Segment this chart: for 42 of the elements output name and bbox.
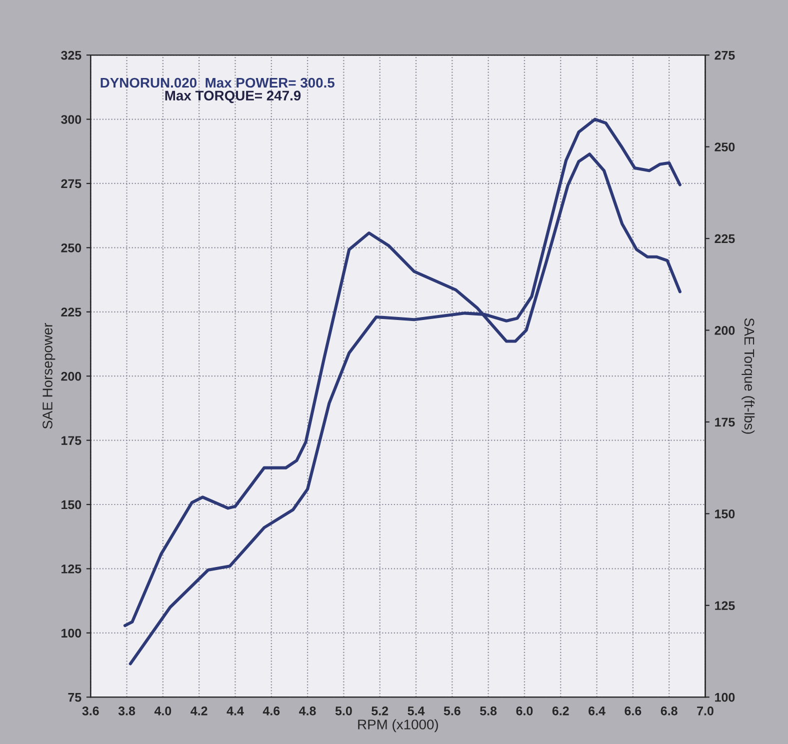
y-tick-label: 325: [61, 50, 82, 60]
x-tick-label: 5.8: [480, 706, 497, 716]
y2-axis-title: SAE Torque (ft-lbs): [742, 318, 755, 434]
y2-tick-label: 200: [714, 326, 735, 335]
x-tick-label: 5.2: [372, 706, 388, 716]
annotation: DYNORUN.020 Max POWER= 300.5: [100, 78, 334, 88]
y2-tick-label: 150: [715, 509, 735, 518]
x-tick-label: 4.0: [154, 706, 172, 716]
x-tick-label: 6.4: [588, 706, 606, 716]
annotation: Max TORQUE= 247.9: [165, 90, 301, 104]
y-tick-label: 225: [61, 308, 82, 317]
y-axis-title: SAE Horsepower: [42, 323, 56, 429]
x-tick-label: 6.0: [516, 706, 533, 716]
y-tick-label: 75: [68, 693, 82, 702]
y-tick-label: 200: [61, 372, 82, 381]
x-tick-label: 4.8: [299, 706, 316, 716]
x-tick-label: 6.6: [624, 706, 642, 716]
y2-tick-label: 125: [715, 601, 735, 610]
y2-tick-label: 100: [715, 692, 735, 702]
y2-tick-label: 275: [714, 50, 735, 60]
y-tick-label: 175: [62, 436, 82, 445]
x-tick-label: 4.2: [190, 706, 208, 716]
x-tick-label: 5.6: [444, 706, 460, 716]
y-tick-label: 250: [61, 243, 82, 252]
y-tick-label: 125: [62, 564, 82, 574]
y-tick-label: 300: [61, 115, 82, 124]
x-tick-label: 5.0: [335, 706, 352, 716]
y-tick-label: 275: [61, 179, 82, 188]
x-tick-label: 5.4: [408, 706, 425, 716]
x-tick-label: 4.6: [262, 706, 280, 716]
x-tick-label: 3.8: [118, 706, 136, 716]
y-tick-label: 100: [62, 628, 82, 638]
x-tick-label: 4.4: [226, 706, 244, 716]
x-tick-label: 7.0: [697, 706, 714, 716]
y-tick-label: 150: [62, 500, 82, 510]
y2-tick-label: 175: [715, 418, 735, 427]
x-tick-label: 6.2: [552, 706, 569, 716]
x-tick-label: 3.6: [82, 706, 99, 716]
x-axis-title: RPM (x1000): [358, 719, 438, 732]
x-tick-label: 6.8: [660, 706, 678, 716]
y2-tick-label: 250: [714, 142, 735, 152]
y2-tick-label: 225: [714, 234, 735, 244]
